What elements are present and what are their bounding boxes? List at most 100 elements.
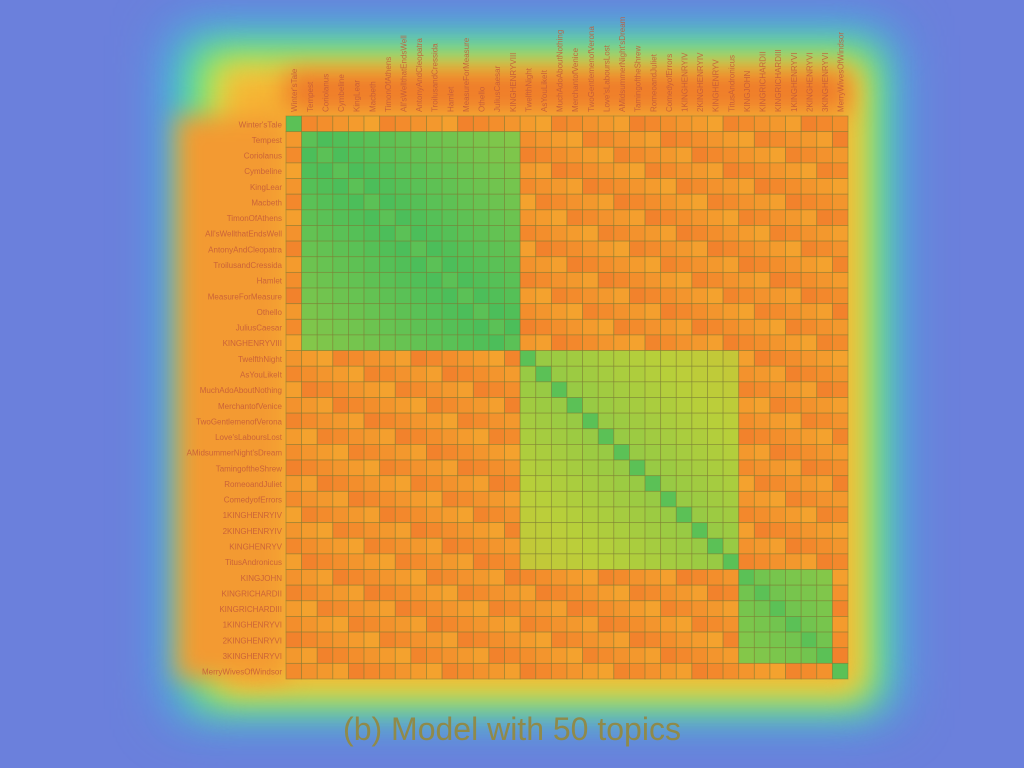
heatmap-cell [550,131,568,148]
heatmap-cell [629,365,646,383]
heatmap-cell [519,616,537,633]
heatmap-cell [738,662,755,680]
heatmap-cell [348,178,365,195]
heatmap-cell [675,631,693,649]
heatmap-cell [769,162,786,179]
heatmap-cell [800,506,818,524]
heatmap-cell [675,537,693,555]
heatmap-cell [691,318,708,336]
heatmap-cell [722,287,740,305]
row-label: Coriolanus [244,152,282,161]
heatmap-cell [644,475,662,492]
heatmap-cell [660,584,677,602]
heatmap-cell [441,318,459,336]
heatmap-cell [785,600,802,617]
heatmap-cell [410,553,427,570]
heatmap-cell [410,209,427,226]
heatmap-cell [441,225,459,242]
heatmap-cell [675,490,693,508]
heatmap-cell [722,256,740,273]
heatmap-cell [441,303,459,320]
heatmap-cell [410,522,427,539]
heatmap-cell [816,397,833,414]
heatmap-cell [301,397,318,414]
heatmap-cell [629,271,646,289]
heatmap-cell [582,600,599,617]
heatmap-cell [301,225,318,242]
heatmap-cell [504,584,521,602]
heatmap-cell [644,647,662,664]
heatmap-cell [316,616,334,633]
heatmap-cell [472,350,490,367]
heatmap-cell [301,287,318,305]
heatmap-cell [753,569,771,586]
heatmap-cell [316,287,334,305]
heatmap-cell [691,600,708,617]
heatmap-cell [488,303,505,320]
heatmap-cell [597,616,615,633]
heatmap-cell [426,459,443,477]
heatmap-cell [348,271,365,289]
heatmap-cell [613,522,630,539]
heatmap-cell [488,412,505,430]
heatmap-cell [332,444,349,461]
heatmap-cell [816,444,833,461]
heatmap-cell [629,444,646,461]
column-label: JuliusCaesar [493,65,502,112]
heatmap-cell [285,115,303,133]
heatmap-cell [613,334,630,351]
heatmap-cell [535,616,552,633]
heatmap-cell [722,459,740,477]
heatmap-cell [582,350,599,367]
heatmap-cell [660,178,677,195]
heatmap-cell [582,584,599,602]
heatmap-cell [504,631,521,649]
column-label: 1KINGHENRYVI [790,53,799,112]
heatmap-cell [332,428,349,445]
heatmap-cell [426,318,443,336]
heatmap-cell [753,600,771,617]
heatmap-cell [472,553,490,570]
heatmap-cell [363,600,381,617]
heatmap-cell [504,334,521,351]
heatmap-cell [800,600,818,617]
heatmap-cell [800,350,818,367]
heatmap-cell [800,537,818,555]
heatmap-cell [519,647,537,664]
heatmap-cell [316,240,334,258]
column-label: Cymbeline [337,74,346,112]
heatmap-cell [379,178,396,195]
heatmap-cell [504,193,521,211]
heatmap-cell [472,240,490,258]
heatmap-cell [831,490,849,508]
heatmap-cell [785,537,802,555]
heatmap-cell [597,569,615,586]
heatmap-cell [379,506,396,524]
heatmap-cell [738,365,755,383]
heatmap-cell [379,334,396,351]
heatmap-cell [519,631,537,649]
heatmap-cell [675,209,693,226]
heatmap-cell [800,131,818,148]
heatmap-cell [363,287,381,305]
heatmap-cell [535,647,552,664]
heatmap-cell [550,631,568,649]
heatmap-cell [426,522,443,539]
heatmap-cell [785,318,802,336]
heatmap-cell [488,209,505,226]
heatmap-cell [722,193,740,211]
heatmap-cell [379,600,396,617]
heatmap-cell [629,584,646,602]
heatmap-cell [831,287,849,305]
heatmap-cell [629,475,646,492]
heatmap-cell [722,162,740,179]
heatmap-cell [394,225,412,242]
heatmap-cell [691,506,708,524]
heatmap-cell [753,334,771,351]
heatmap-cell [644,569,662,586]
heatmap-cell [660,318,677,336]
heatmap-cell [426,584,443,602]
heatmap-cell [363,631,381,649]
heatmap-cell [457,365,474,383]
heatmap-cell [379,459,396,477]
